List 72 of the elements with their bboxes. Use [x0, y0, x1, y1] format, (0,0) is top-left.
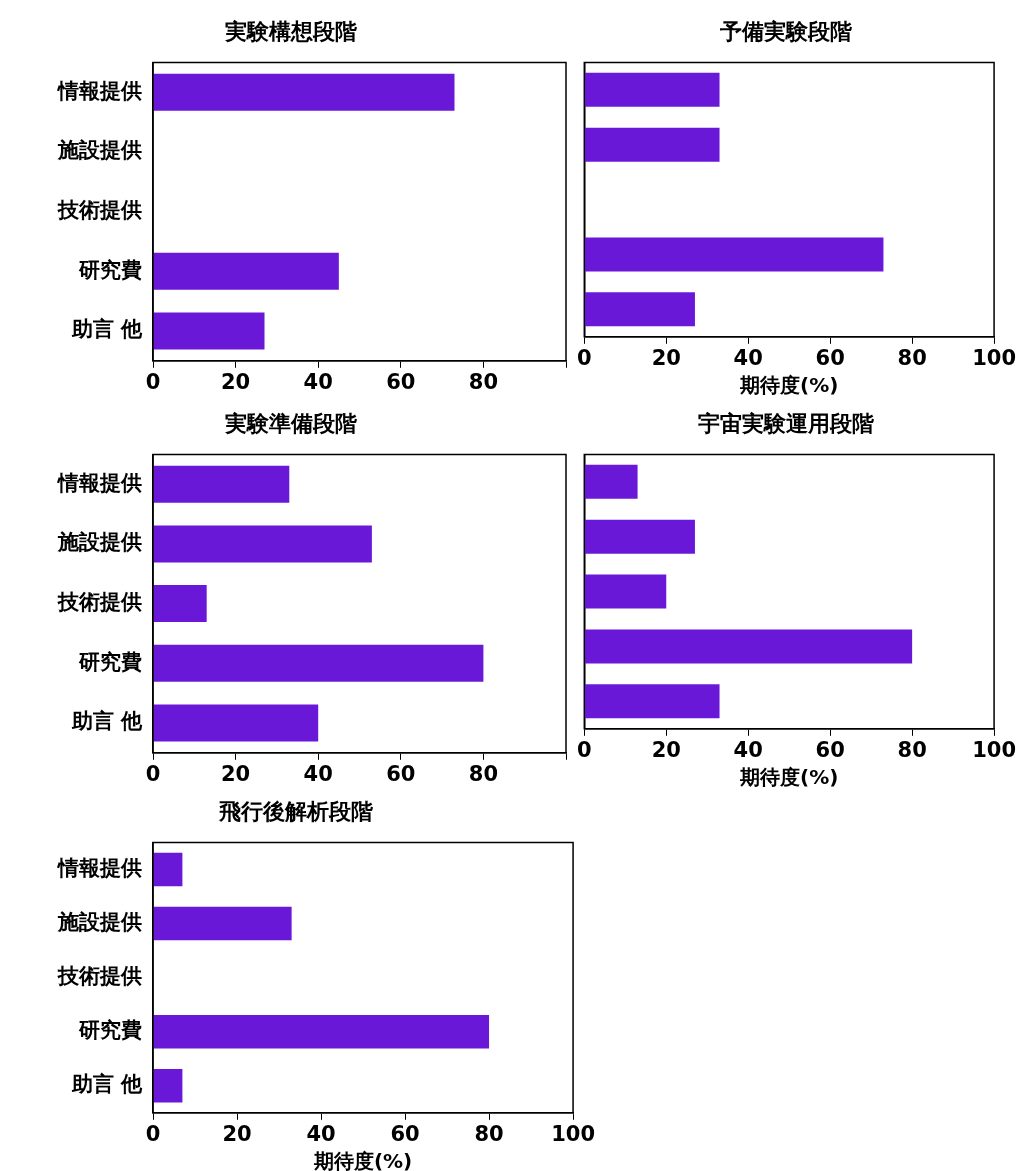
x-tick-label: 0 — [145, 1121, 161, 1146]
x-tick-label: 40 — [306, 1121, 336, 1146]
bar — [584, 574, 667, 609]
bar — [584, 72, 720, 107]
bar — [153, 1014, 490, 1049]
y-tick-label: 情報提供 — [56, 855, 142, 880]
bar — [153, 852, 183, 887]
y-tick-label: 技術提供 — [57, 590, 142, 615]
x-tick-label: 20 — [222, 1121, 252, 1146]
bar — [584, 464, 638, 499]
chart-title: 実験構想段階 — [224, 18, 358, 44]
bar — [153, 704, 319, 742]
bar — [153, 252, 339, 290]
x-tick-label: 0 — [145, 369, 161, 394]
y-tick-label: 助言 他 — [70, 317, 143, 342]
bar — [584, 127, 720, 162]
x-tick-label: 80 — [468, 369, 499, 394]
x-tick-label: 80 — [897, 737, 927, 762]
bar — [153, 644, 484, 682]
chart-title: 予備実験段階 — [718, 18, 853, 44]
x-tick-label: 0 — [145, 761, 161, 786]
x-tick-label: 40 — [303, 761, 333, 786]
x-axis-title: 期待度(%) — [739, 373, 839, 398]
y-tick-label: 情報提供 — [56, 470, 142, 495]
x-tick-label: 0 — [576, 345, 592, 370]
chart-title: 宇宙実験運用段階 — [697, 410, 875, 436]
x-tick-label: 80 — [474, 1121, 504, 1146]
x-tick-label: 80 — [468, 761, 499, 786]
x-tick-label: 60 — [386, 369, 416, 394]
x-tick-label: 20 — [651, 737, 681, 762]
x-tick-label: 40 — [303, 369, 333, 394]
x-tick-label: 40 — [733, 345, 763, 370]
x-tick-label: 60 — [815, 345, 845, 370]
x-tick-label: 100 — [972, 737, 1016, 762]
bar — [153, 465, 290, 503]
y-tick-label: 施設提供 — [57, 530, 142, 555]
y-tick-label: 助言 他 — [70, 1072, 143, 1097]
x-tick-label: 20 — [220, 761, 251, 786]
bar — [584, 519, 695, 554]
y-tick-label: 技術提供 — [57, 964, 142, 989]
y-tick-label: 研究費 — [78, 649, 142, 674]
bar — [153, 1068, 183, 1103]
bar — [584, 629, 913, 664]
bar — [153, 525, 372, 563]
x-tick-label: 20 — [220, 369, 251, 394]
x-axis-title: 期待度(%) — [312, 1149, 413, 1171]
y-tick-label: 技術提供 — [57, 198, 142, 223]
x-tick-label: 60 — [386, 761, 416, 786]
bar — [584, 292, 695, 327]
bar — [153, 585, 207, 623]
chart-title: 実験準備段階 — [224, 410, 358, 436]
bar — [153, 73, 455, 111]
y-tick-label: 研究費 — [78, 257, 142, 282]
chart-title: 飛行後解析段階 — [218, 798, 374, 824]
bar — [584, 237, 884, 272]
y-tick-label: 助言 他 — [70, 709, 143, 734]
y-tick-label: 施設提供 — [57, 909, 142, 934]
bar — [153, 906, 292, 941]
x-tick-label: 20 — [651, 345, 681, 370]
y-tick-label: 研究費 — [78, 1018, 142, 1043]
x-tick-label: 100 — [551, 1121, 595, 1146]
x-tick-label: 0 — [576, 737, 592, 762]
y-tick-label: 情報提供 — [56, 78, 142, 103]
x-tick-label: 60 — [390, 1121, 420, 1146]
x-tick-label: 80 — [897, 345, 927, 370]
x-axis-title: 期待度(%) — [739, 765, 839, 790]
y-tick-label: 施設提供 — [57, 138, 142, 163]
x-tick-label: 100 — [972, 345, 1016, 370]
bar — [584, 684, 720, 719]
x-tick-label: 60 — [815, 737, 845, 762]
x-tick-label: 40 — [733, 737, 763, 762]
bar — [153, 312, 265, 350]
